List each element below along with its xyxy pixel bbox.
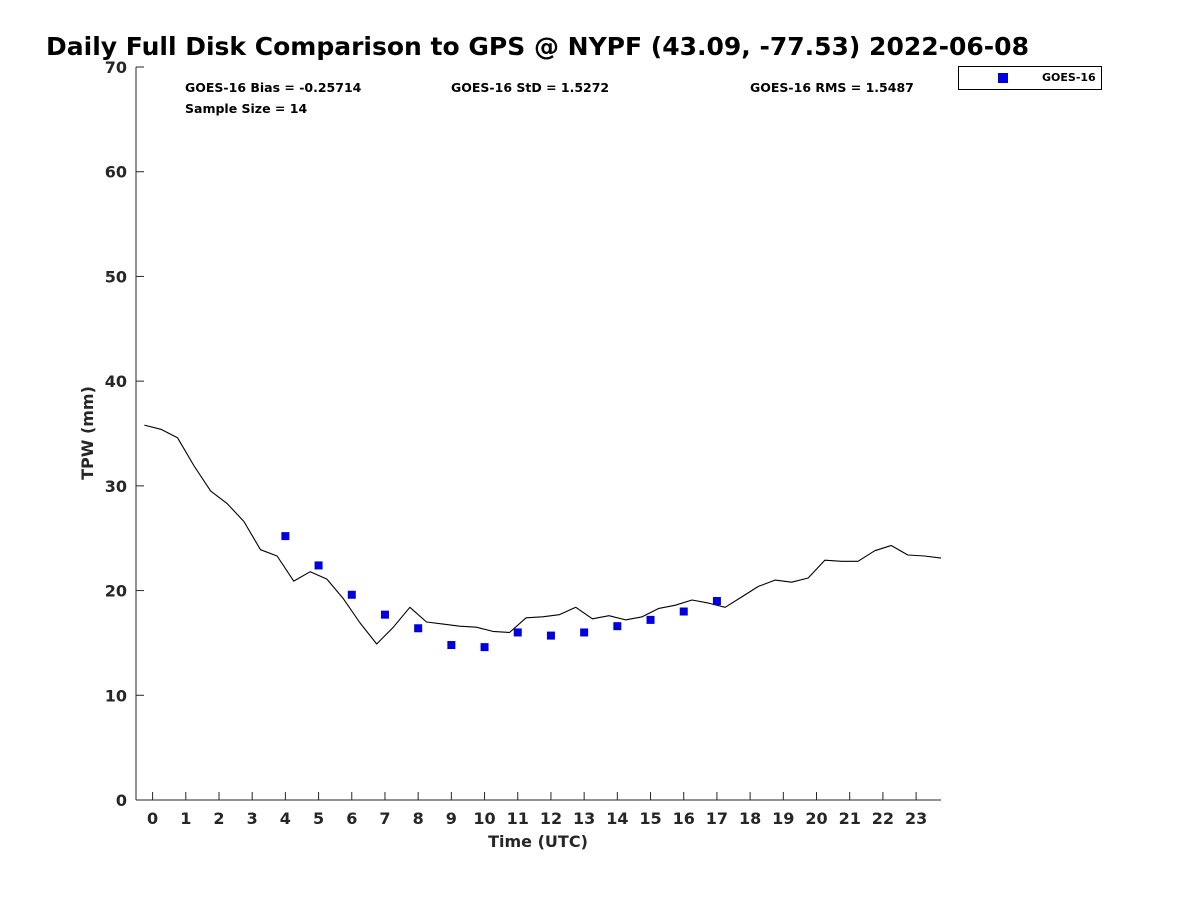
- y-tick-label: 0: [116, 791, 127, 810]
- x-tick-label: 8: [413, 809, 424, 828]
- x-tick-label: 4: [280, 809, 291, 828]
- x-tick-label: 16: [673, 809, 695, 828]
- goes16-point: [513, 628, 522, 637]
- legend: GOES-16: [958, 66, 1102, 90]
- goes16-point: [712, 597, 721, 606]
- y-tick-label: 20: [105, 582, 127, 601]
- x-tick-label: 3: [247, 809, 258, 828]
- goes16-point: [679, 607, 688, 616]
- goes16-point: [347, 590, 356, 599]
- std-stat: GOES-16 StD = 1.5272: [451, 80, 609, 95]
- y-axis-label: TPW (mm): [78, 386, 97, 480]
- x-tick-label: 21: [839, 809, 861, 828]
- x-tick-label: 10: [473, 809, 495, 828]
- gps-line: [144, 424, 942, 645]
- y-tick-label: 60: [105, 163, 127, 182]
- goes16-point: [580, 628, 589, 637]
- goes16-point: [613, 622, 622, 631]
- x-tick-label: 15: [639, 809, 661, 828]
- x-tick-label: 13: [573, 809, 595, 828]
- x-tick-label: 18: [739, 809, 761, 828]
- rms-stat: GOES-16 RMS = 1.5487: [750, 80, 914, 95]
- y-tick-label: 10: [105, 686, 127, 705]
- y-tick-label: 50: [105, 267, 127, 286]
- x-axis-label: Time (UTC): [488, 832, 588, 851]
- x-tick-label: 19: [772, 809, 794, 828]
- sample-size-stat: Sample Size = 14: [185, 101, 307, 116]
- x-tick-label: 20: [805, 809, 827, 828]
- y-tick-label: 40: [105, 372, 127, 391]
- legend-label-goes16: GOES-16: [1042, 71, 1096, 84]
- bias-stat: GOES-16 Bias = -0.25714: [185, 80, 362, 95]
- goes16-point: [546, 631, 555, 640]
- goes16-point: [480, 643, 489, 652]
- y-tick-label: 70: [105, 58, 127, 77]
- goes16-point: [314, 561, 323, 570]
- goes16-point: [414, 624, 423, 633]
- x-tick-label: 5: [313, 809, 324, 828]
- x-tick-label: 0: [147, 809, 158, 828]
- x-tick-label: 1: [180, 809, 191, 828]
- x-tick-label: 14: [606, 809, 628, 828]
- x-tick-label: 7: [379, 809, 390, 828]
- x-tick-label: 12: [540, 809, 562, 828]
- x-tick-label: 11: [507, 809, 529, 828]
- goes16-point: [380, 610, 389, 619]
- x-tick-label: 22: [872, 809, 894, 828]
- goes16-point: [281, 532, 290, 541]
- y-tick-label: 30: [105, 477, 127, 496]
- x-tick-label: 17: [706, 809, 728, 828]
- goes16-point: [447, 641, 456, 650]
- x-tick-label: 9: [446, 809, 457, 828]
- x-tick-label: 6: [346, 809, 357, 828]
- legend-marker-goes16: [998, 73, 1008, 83]
- x-tick-label: 2: [213, 809, 224, 828]
- x-tick-label: 23: [905, 809, 927, 828]
- chart-title: Daily Full Disk Comparison to GPS @ NYPF…: [46, 32, 1029, 61]
- goes16-point: [646, 615, 655, 624]
- legend-box: [958, 66, 1102, 90]
